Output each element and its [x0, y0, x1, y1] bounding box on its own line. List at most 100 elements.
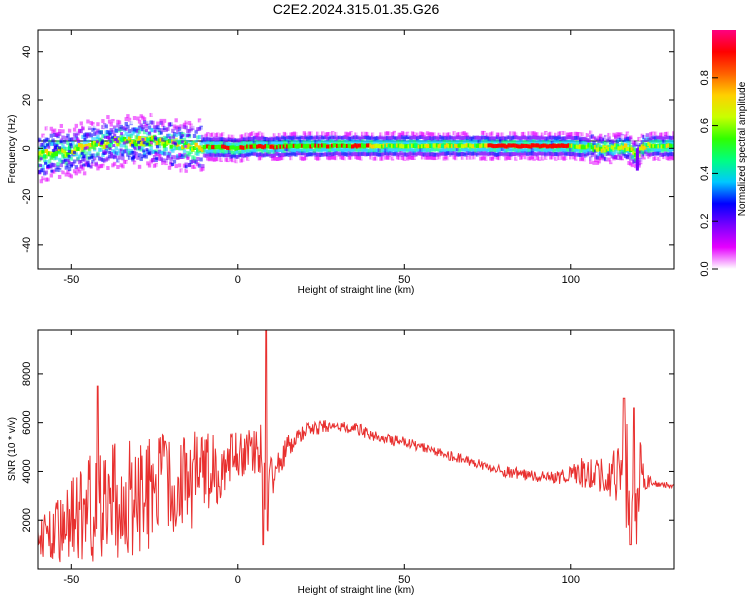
spectrogram-cell: [72, 150, 76, 154]
spectrogram-cell: [137, 153, 142, 158]
spectrogram-cell: [142, 141, 146, 145]
spectrogram-cell: [186, 134, 190, 138]
spectrogram-cell: [590, 130, 595, 135]
spectrogram-cell: [162, 118, 167, 123]
spectrogram-cell: [38, 173, 40, 178]
colorbar-ticks: 0.0 0.2 0.4 0.6 0.8: [699, 70, 718, 277]
spectrogram-cell: [119, 148, 123, 152]
spectrogram-cell: [643, 150, 648, 155]
spectrogram-cell: [635, 156, 639, 160]
spectrogram-cell: [672, 131, 674, 136]
spectrogram-cell: [122, 143, 127, 148]
spectrogram-cell: [79, 143, 83, 148]
spectrogram-cell: [153, 129, 157, 133]
spectrogram-cell: [642, 130, 646, 135]
spectrogram-cell: [642, 155, 646, 160]
spectrogram-cell: [97, 118, 102, 123]
snr-axes: -50 0 50 100 2000 4000 6000 8000: [21, 330, 674, 586]
spectrogram-cell: [174, 118, 178, 123]
spectrogram-cell: [85, 133, 89, 137]
spectrogram-cell: [162, 164, 167, 169]
spectrogram-cell: [166, 155, 170, 160]
spectrogram-cell: [47, 145, 51, 149]
spectrogram-cell: [49, 133, 54, 138]
spectrogram-cell: [161, 122, 165, 127]
spectrogram-cell: [141, 127, 145, 132]
spectrogram-cell: [119, 143, 123, 148]
spectrogram-cell: [171, 148, 175, 153]
spectrogram-cell: [62, 125, 67, 130]
spectrogram-cell: [153, 135, 157, 139]
spectrogram-cell: [111, 139, 115, 144]
spectrogram-cell: [67, 149, 71, 153]
spectrogram-cell: [106, 115, 110, 120]
spectrogram-cell: [82, 123, 87, 128]
spectrogram-cell: [84, 127, 88, 132]
colorbar-tick-label: 0.2: [699, 214, 711, 229]
spectrogram-cell: [59, 140, 63, 144]
spectrogram-cell: [182, 149, 187, 154]
spectrogram-cell: [161, 158, 165, 163]
spectrogram-cell: [589, 147, 593, 152]
spectrogram-cell: [54, 167, 59, 172]
spectrogram-cell: [182, 137, 187, 142]
spectrogram-cell: [176, 142, 180, 147]
colorbar-label: Normalized spectral amplitude: [737, 81, 748, 216]
spectrogram-x-axis-label: Height of straight line (km): [298, 285, 415, 296]
spectrogram-cell: [104, 117, 108, 122]
spectrogram-cell: [189, 169, 193, 174]
spectrogram-cell: [587, 138, 591, 143]
spectrogram-cell: [194, 144, 198, 149]
spectrogram-cell: [180, 140, 184, 144]
spectrogram-cell: [192, 133, 197, 138]
spectrogram-cell: [159, 131, 163, 135]
spectrogram-cell: [99, 130, 103, 135]
spectrogram-cell: [74, 165, 78, 170]
spectrogram-cell: [81, 125, 85, 130]
spectrogram-cell: [112, 121, 117, 126]
spectrogram-cell: [162, 151, 167, 156]
spectrogram-cell: [131, 143, 135, 147]
spectrogram-cell: [89, 133, 93, 138]
spectrogram-cell: [44, 154, 49, 159]
spectrogram-cell: [94, 161, 98, 166]
spectrogram-cell: [186, 154, 190, 159]
spectrogram-cell: [85, 146, 89, 150]
spectrogram-cell: [104, 124, 108, 129]
spectrogram-cell: [51, 149, 55, 153]
spectrogram-cell: [167, 165, 172, 170]
spectrogram-cell: [96, 151, 100, 156]
spectrogram-cell: [108, 137, 112, 141]
snr-y-tick-label: 4000: [21, 459, 33, 483]
spectrogram-cell: [69, 144, 73, 149]
spectrogram-cell: [94, 136, 98, 141]
spectrogram-cell: [64, 146, 69, 151]
spectrogram-cell: [131, 131, 135, 136]
spectrogram-cell: [643, 145, 648, 150]
spectrogram-cell: [178, 152, 182, 156]
spectrogram-cell: [102, 151, 106, 155]
spectrogram-cell: [106, 156, 110, 161]
spectrogram-cell: [192, 156, 197, 161]
spectrogram-cell: [114, 155, 118, 159]
spectrogram-cell: [162, 125, 167, 130]
spectrogram-cell: [82, 155, 86, 159]
spectrogram-cell: [72, 127, 77, 132]
spectrogram-cell: [104, 161, 108, 166]
spectrogram-cell: [142, 130, 147, 135]
spectrogram-cell: [51, 138, 55, 143]
spectrogram-cell: [171, 162, 175, 166]
spectrogram-cell: [66, 124, 70, 129]
spectrogram-cell: [622, 145, 626, 150]
spectrogram-cell: [104, 151, 108, 155]
spectrogram-cell: [672, 144, 674, 149]
spectrogram-cell: [184, 120, 188, 125]
spectrogram-cell: [585, 132, 590, 137]
spectrogram-cell: [86, 119, 90, 124]
spectrogram-cell: [109, 127, 113, 132]
spectrogram-cell: [587, 151, 591, 156]
spectrogram-cell: [605, 135, 610, 140]
spectrogram-cell: [91, 159, 95, 164]
spectrogram-cell: [114, 114, 118, 119]
spectrogram-cell: [50, 169, 54, 173]
